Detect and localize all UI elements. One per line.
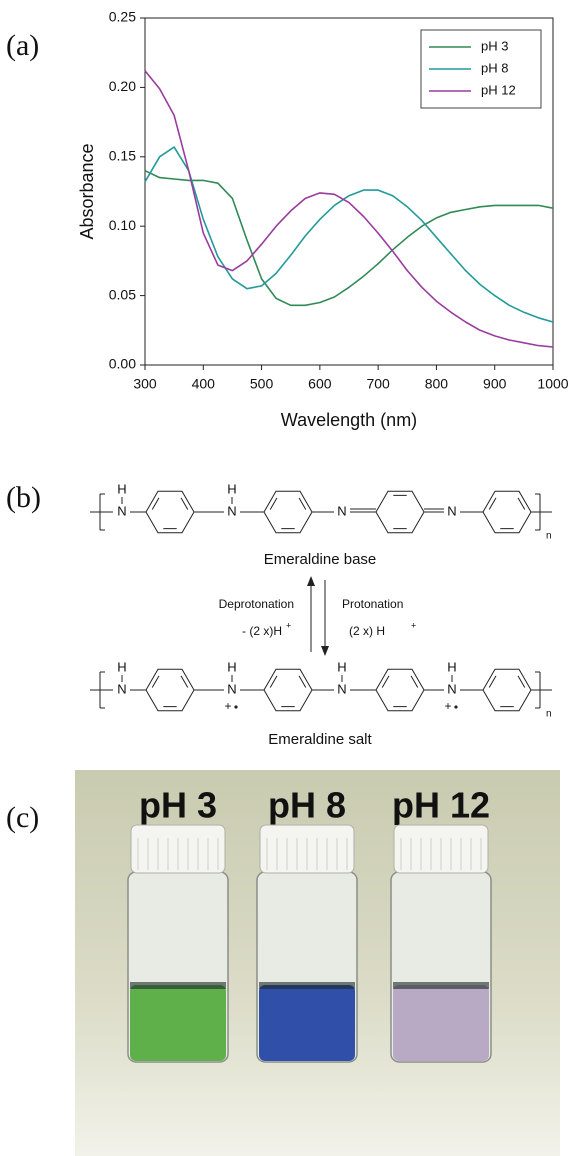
atom-label: H <box>447 659 456 674</box>
legend-label: pH 12 <box>481 82 516 97</box>
series-line <box>145 147 553 322</box>
y-tick-label: 0.20 <box>109 78 136 94</box>
x-tick-label: 400 <box>192 376 216 392</box>
reaction-label: Protonation <box>342 597 403 611</box>
reaction-label: - (2 x)H <box>242 624 282 638</box>
legend-label: pH 3 <box>481 38 508 53</box>
atom-label: N <box>227 503 236 518</box>
charge-label: + <box>444 699 451 713</box>
arrow-head <box>321 646 329 656</box>
liquid-meniscus <box>130 982 226 989</box>
y-axis-label: Absorbance <box>77 143 97 239</box>
atom-label: H <box>117 481 126 496</box>
benzene-ring <box>264 669 312 711</box>
vial-label: pH 3 <box>139 785 217 826</box>
panel-label: (c) <box>6 801 39 834</box>
atom-label: N <box>337 503 346 518</box>
x-tick-label: 500 <box>250 376 274 392</box>
y-tick-label: 0.25 <box>109 9 136 25</box>
reaction-label: (2 x) H <box>349 624 385 638</box>
figure: (a) (b) (c) nNHNHNNEmeraldine baseDeprot… <box>0 0 573 1156</box>
benzene-ring <box>376 669 424 711</box>
benzene-ring <box>483 491 531 533</box>
liquid-meniscus <box>259 982 355 989</box>
panel-label: (a) <box>6 29 39 62</box>
atom-label: H <box>227 659 236 674</box>
charge-label: + <box>224 699 231 713</box>
compound-name: Emeraldine salt <box>268 731 372 748</box>
legend-label: pH 8 <box>481 60 508 75</box>
photo: pH 3 pH 8 pH 12 <box>128 785 491 1062</box>
atom-label: N <box>117 503 126 518</box>
series-line <box>145 71 553 347</box>
compound-name: Emeraldine base <box>264 551 377 568</box>
x-axis-label: Wavelength (nm) <box>281 410 417 430</box>
y-tick-label: 0.10 <box>109 217 136 233</box>
radical-dot <box>234 705 237 708</box>
panel-label: (b) <box>6 481 41 514</box>
atom-label: N <box>117 681 126 696</box>
benzene-ring <box>376 491 424 533</box>
vial-label: pH 12 <box>392 785 490 826</box>
vial-liquid <box>259 985 355 1061</box>
x-tick-label: 900 <box>483 376 507 392</box>
charge-label: + <box>411 620 416 630</box>
atom-label: N <box>337 681 346 696</box>
y-tick-label: 0.05 <box>109 286 136 302</box>
vial-label: pH 8 <box>268 785 346 826</box>
repeat-index: n <box>546 709 552 720</box>
atom-label: N <box>227 681 236 696</box>
arrow-head <box>307 576 315 586</box>
atom-label: H <box>117 659 126 674</box>
y-tick-label: 0.00 <box>109 356 136 372</box>
reaction-label: Deprotonation <box>219 597 294 611</box>
benzene-ring <box>483 669 531 711</box>
liquid-meniscus <box>393 982 489 989</box>
y-tick-label: 0.15 <box>109 148 136 164</box>
vial-liquid <box>130 985 226 1061</box>
vial-liquid <box>393 985 489 1061</box>
benzene-ring <box>146 491 194 533</box>
atom-label: H <box>337 659 346 674</box>
x-tick-label: 800 <box>425 376 449 392</box>
radical-dot <box>454 705 457 708</box>
charge-label: + <box>286 620 291 630</box>
benzene-ring <box>264 491 312 533</box>
benzene-ring <box>146 669 194 711</box>
x-tick-label: 700 <box>366 376 390 392</box>
repeat-index: n <box>546 531 552 542</box>
atom-label: H <box>227 481 236 496</box>
x-tick-label: 1000 <box>537 376 568 392</box>
atom-label: N <box>447 503 456 518</box>
atom-label: N <box>447 681 456 696</box>
x-tick-label: 300 <box>133 376 157 392</box>
x-tick-label: 600 <box>308 376 332 392</box>
